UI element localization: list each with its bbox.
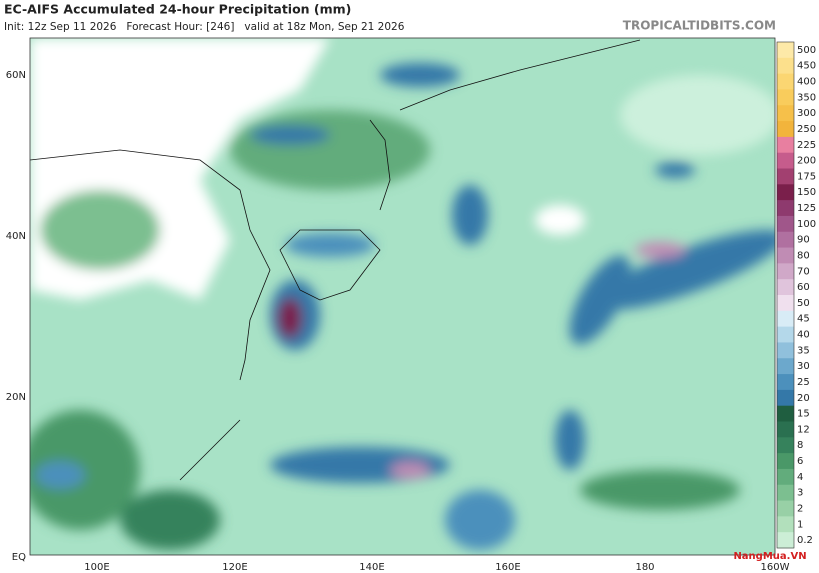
colorbar-label: 80 [797, 250, 810, 261]
lon-label: 140E [359, 562, 384, 573]
colorbar-swatch [777, 500, 794, 517]
lon-label: 120E [222, 562, 247, 573]
colorbar-swatch [777, 421, 794, 438]
colorbar-label: 1 [797, 519, 803, 530]
colorbar-swatch [777, 516, 794, 533]
colorbar-label: 400 [797, 77, 816, 88]
colorbar-swatch [777, 121, 794, 138]
colorbar-swatch [777, 342, 794, 359]
colorbar-label: 40 [797, 330, 810, 341]
colorbar-swatch [777, 89, 794, 106]
colorbar-label: 8 [797, 440, 803, 451]
lat-label: 60N [6, 70, 26, 81]
lat-labels: 60N 40N 20N EQ [6, 70, 26, 563]
colorbar-swatch [777, 453, 794, 470]
colorbar-swatch [777, 57, 794, 75]
colorbar-label: 70 [797, 266, 810, 277]
title: EC-AIFS Accumulated 24-hour Precipitatio… [4, 2, 351, 17]
colorbar-label: 60 [797, 282, 810, 293]
colorbar-swatch [777, 231, 794, 249]
map [30, 38, 775, 555]
colorbar-swatch [777, 247, 794, 264]
lon-label: 100E [84, 562, 109, 573]
colorbar-label: 6 [797, 456, 803, 467]
colorbar-label: 12 [797, 424, 810, 435]
lat-label: EQ [12, 552, 26, 563]
colorbar-label: 250 [797, 124, 816, 135]
colorbar-swatch [777, 326, 794, 343]
colorbar-swatch [777, 215, 794, 233]
colorbar-label: 200 [797, 156, 816, 167]
colorbar: 5004504003503002502252001751501251009080… [776, 41, 816, 549]
colorbar-label: 100 [797, 219, 816, 230]
colorbar-swatch [777, 200, 794, 217]
map-frame [29, 37, 776, 556]
colorbar-swatch [777, 389, 794, 407]
colorbar-label: 35 [797, 345, 810, 356]
colorbar-swatch [777, 263, 794, 280]
colorbar-swatch [777, 279, 794, 296]
colorbar-label: 150 [797, 187, 816, 198]
colorbar-swatch [777, 184, 794, 201]
colorbar-swatch [777, 105, 794, 122]
colorbar-label: 350 [797, 92, 816, 103]
site: TROPICALTIDBITS.COM [623, 19, 776, 33]
colorbar-swatch [777, 310, 794, 328]
colorbar-swatch [777, 484, 794, 502]
subtitle: Init: 12z Sep 11 2026 Forecast Hour: [24… [4, 21, 405, 33]
colorbar-swatch [777, 374, 794, 391]
lat-label: 20N [6, 392, 26, 403]
colorbar-label: 2 [797, 503, 803, 514]
colorbar-swatch [777, 437, 794, 454]
colorbar-swatch [777, 405, 794, 422]
colorbar-label: 175 [797, 171, 816, 182]
lon-label: 160E [495, 562, 520, 573]
colorbar-swatch [777, 152, 794, 169]
colorbar-swatch [777, 168, 794, 185]
colorbar-label: 15 [797, 409, 810, 420]
colorbar-label: 4 [797, 472, 803, 483]
watermark: NangMua.VN [733, 551, 806, 562]
colorbar-label: 25 [797, 377, 810, 388]
lat-label: 40N [6, 231, 26, 242]
colorbar-swatch [777, 73, 794, 90]
colorbar-label: 225 [797, 140, 816, 151]
lon-labels: 100E 120E 140E 160E 180 160W [84, 562, 789, 573]
colorbar-swatch [777, 532, 794, 549]
colorbar-label: 30 [797, 361, 810, 372]
colorbar-swatch [777, 295, 794, 312]
colorbar-swatch [777, 358, 794, 375]
colorbar-frame [776, 41, 795, 549]
colorbar-swatch [777, 136, 794, 154]
colorbar-label: 500 [797, 45, 816, 56]
colorbar-label: 3 [797, 488, 803, 499]
lon-label: 160W [761, 562, 790, 573]
colorbar-label: 0.2 [797, 535, 813, 546]
colorbar-label: 300 [797, 108, 816, 119]
lon-label: 180 [635, 562, 654, 573]
colorbar-label: 20 [797, 393, 810, 404]
colorbar-label: 45 [797, 314, 810, 325]
colorbar-label: 125 [797, 203, 816, 214]
colorbar-label: 50 [797, 298, 810, 309]
colorbar-label: 90 [797, 235, 810, 246]
colorbar-swatch [777, 42, 794, 59]
colorbar-swatch [777, 468, 794, 486]
colorbar-label: 450 [797, 61, 816, 72]
